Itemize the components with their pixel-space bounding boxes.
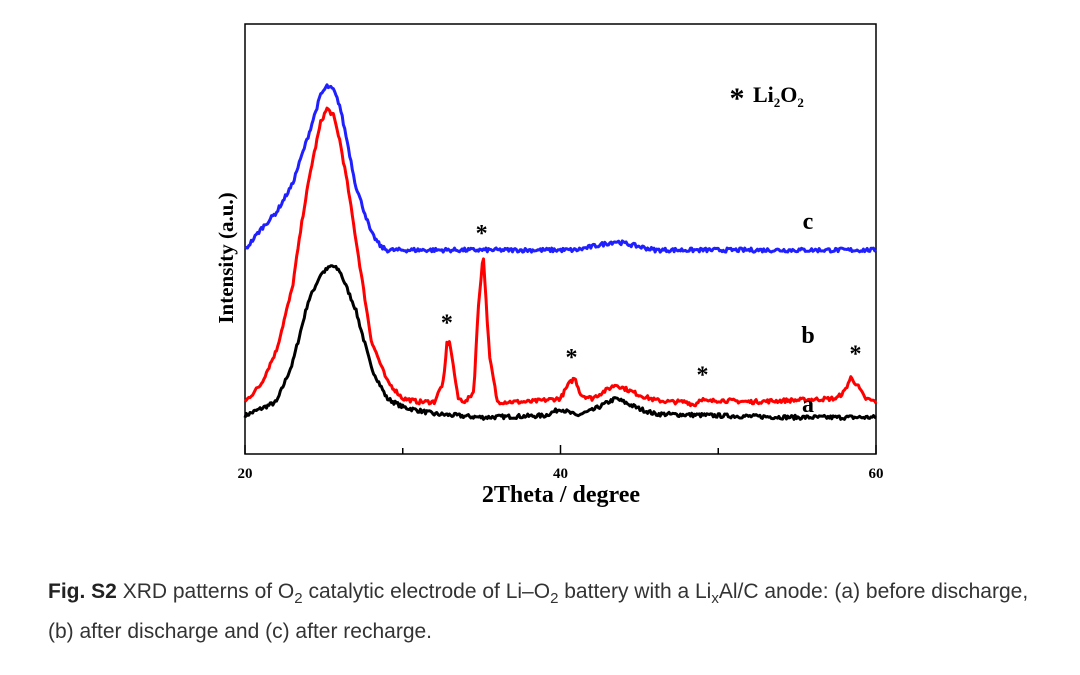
peak-marker: * xyxy=(696,362,708,388)
peak-marker: * xyxy=(476,221,488,247)
y-axis-label: Intensity (a.u.) xyxy=(214,192,238,323)
legend: * Li2O2 xyxy=(730,82,804,115)
series-line-b xyxy=(243,106,878,408)
peak-markers: * * * * * xyxy=(441,221,862,388)
x-tick-label: 40 xyxy=(553,466,568,482)
series-label-b: b xyxy=(801,323,814,349)
series-labels: a b c xyxy=(801,209,814,418)
legend-marker: * xyxy=(730,82,745,115)
series-line-c xyxy=(244,83,877,254)
peak-marker: * xyxy=(441,311,453,337)
x-tick-label: 20 xyxy=(238,466,253,482)
series-label-c: c xyxy=(803,209,814,235)
series-layer xyxy=(243,83,878,421)
series-label-a: a xyxy=(802,392,814,418)
x-tick-labels: 20 40 60 xyxy=(238,466,884,482)
figure-label: Fig. S2 xyxy=(48,580,117,603)
x-ticks xyxy=(244,445,877,454)
peak-marker: * xyxy=(566,345,578,371)
x-tick-label: 60 xyxy=(869,466,884,482)
xrd-chart: 20 40 60 * * * * * a b c 2Theta / degree Intensi… xyxy=(214,23,884,508)
peak-marker: * xyxy=(849,342,861,368)
series-line-a xyxy=(243,264,877,421)
x-axis-label: 2Theta / degree xyxy=(482,482,641,508)
figure-caption: Fig. S2 XRD patterns of O2 catalytic ele… xyxy=(48,580,1029,643)
legend-label: Li2O2 xyxy=(753,82,804,110)
